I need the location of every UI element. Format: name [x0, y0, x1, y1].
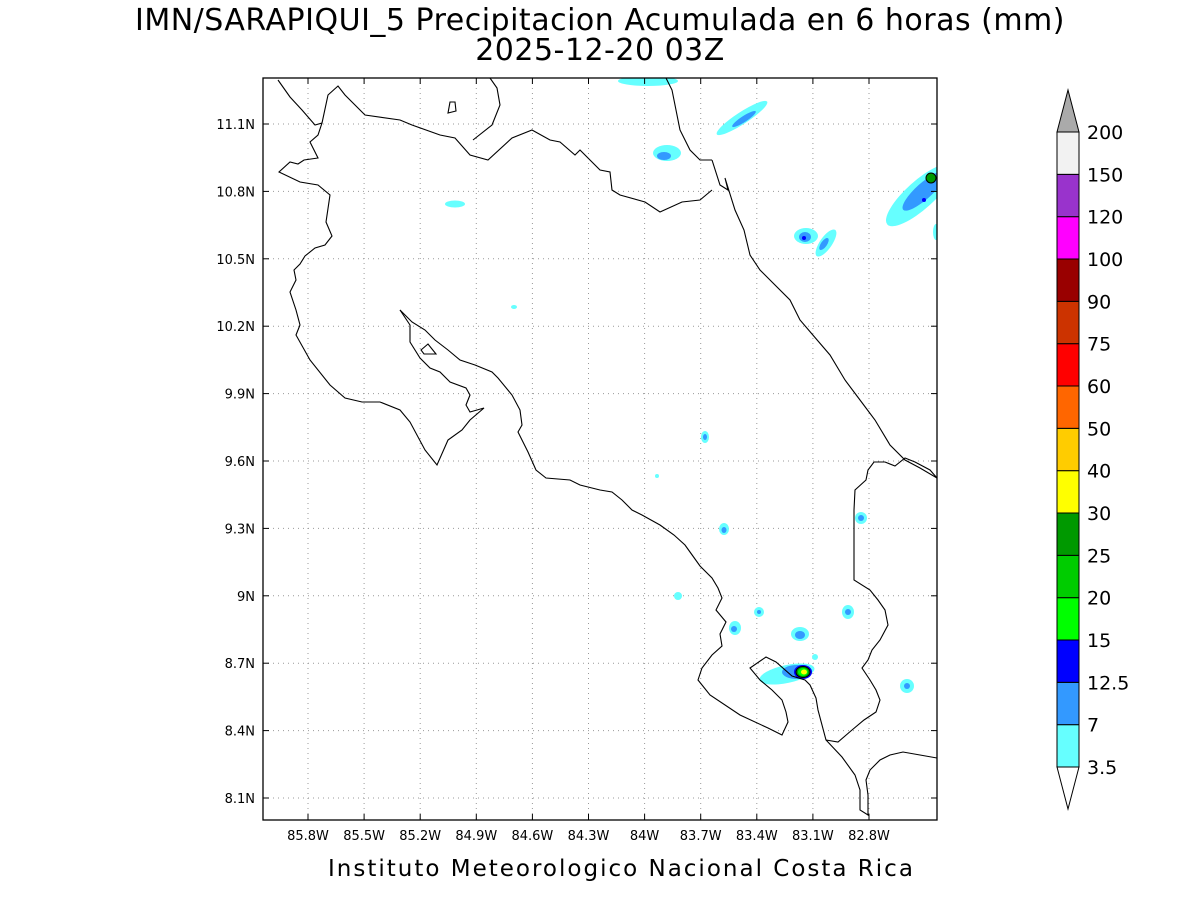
lat-tick-label: 9N: [237, 590, 255, 605]
lat-tick-label: 9.6N: [225, 455, 255, 470]
lat-tick-label: 8.1N: [225, 792, 255, 807]
colorbar-segment: [1056, 639, 1080, 683]
colorbar-label: 20: [1087, 588, 1111, 610]
lon-tick-label: 84.6W: [511, 829, 553, 844]
lon-tick-label: 85.5W: [343, 829, 385, 844]
axis-ticks: 85.8W 85.5W 85.2W 84.9W 84.6W 84.3W 84W 83.7W 83…: [216, 78, 937, 844]
colorbar-segment: [1056, 258, 1080, 302]
colorbar-underflow-triangle: [1056, 766, 1080, 811]
title-line-1: IMN/SARAPIQUI_5 Precipitacion Acumulada …: [135, 3, 1065, 38]
lon-tick-label: 83.4W: [736, 829, 778, 844]
colorbar-segment: [1056, 173, 1080, 218]
colorbar-segment: [1056, 554, 1080, 599]
map-area: [277, 78, 937, 816]
lon-tick-label: 85.8W: [287, 829, 329, 844]
lat-tick-label: 9.9N: [225, 388, 255, 403]
lon-tick-label: 83.7W: [680, 829, 722, 844]
lat-tick-label: 8.4N: [225, 725, 255, 740]
colorbar: 3.5 7 12.5 15 20 25 30 40 50 60 75 90 100 120 150 200: [1056, 88, 1129, 811]
colorbar-label: 15: [1087, 630, 1111, 652]
colorbar-label: 60: [1087, 376, 1111, 398]
colorbar-label: 200: [1087, 122, 1123, 144]
lon-tick-label: 82.8W: [848, 829, 890, 844]
lon-tick-label: 83.1W: [792, 829, 834, 844]
colorbar-segment: [1056, 216, 1080, 260]
colorbar-label: 150: [1087, 164, 1123, 186]
colorbar-label: 90: [1087, 291, 1111, 313]
colorbar-overflow-triangle: [1056, 88, 1080, 133]
colorbar-label: 3.5: [1087, 757, 1117, 779]
title-line-2: 2025-12-20 03Z: [475, 33, 725, 68]
lon-tick-label: 84W: [630, 829, 660, 844]
colorbar-segment: [1056, 470, 1080, 514]
map-frame: [262, 77, 938, 821]
colorbar-label: 75: [1087, 334, 1111, 356]
lat-tick-label: 9.3N: [225, 522, 255, 537]
footer-credit: Instituto Meteorologico Nacional Costa R…: [328, 856, 915, 882]
colorbar-label: 50: [1087, 418, 1111, 440]
colorbar-segment: [1056, 385, 1080, 429]
colorbar-label: 7: [1087, 715, 1099, 737]
colorbar-segment: [1056, 597, 1080, 641]
colorbar-segment: [1056, 724, 1080, 768]
colorbar-segment: [1056, 681, 1080, 726]
precip-contours: [445, 78, 937, 693]
colorbar-segment: [1056, 300, 1080, 345]
lat-tick-label: 10.5N: [216, 253, 255, 268]
lon-tick-label: 85.2W: [399, 829, 441, 844]
colorbar-segment: [1056, 512, 1080, 556]
lat-tick-label: 11.1N: [216, 118, 255, 133]
colorbar-label: 30: [1087, 503, 1111, 525]
lat-tick-label: 10.8N: [216, 185, 255, 200]
colorbar-segment: [1056, 343, 1080, 387]
colorbar-label: 40: [1087, 461, 1111, 483]
colorbar-segment: [1056, 131, 1080, 175]
colorbar-label: 100: [1087, 249, 1123, 271]
colorbar-label: 120: [1087, 207, 1123, 229]
lon-tick-label: 84.9W: [455, 829, 497, 844]
lon-tick-label: 84.3W: [568, 829, 610, 844]
colorbar-label: 12.5: [1087, 672, 1129, 694]
lat-tick-label: 8.7N: [225, 657, 255, 672]
colorbar-segment: [1056, 427, 1080, 472]
lat-tick-label: 10.2N: [216, 320, 255, 335]
colorbar-label: 25: [1087, 545, 1111, 567]
grid-lines: [263, 78, 937, 820]
coastline-borders: [277, 78, 937, 816]
